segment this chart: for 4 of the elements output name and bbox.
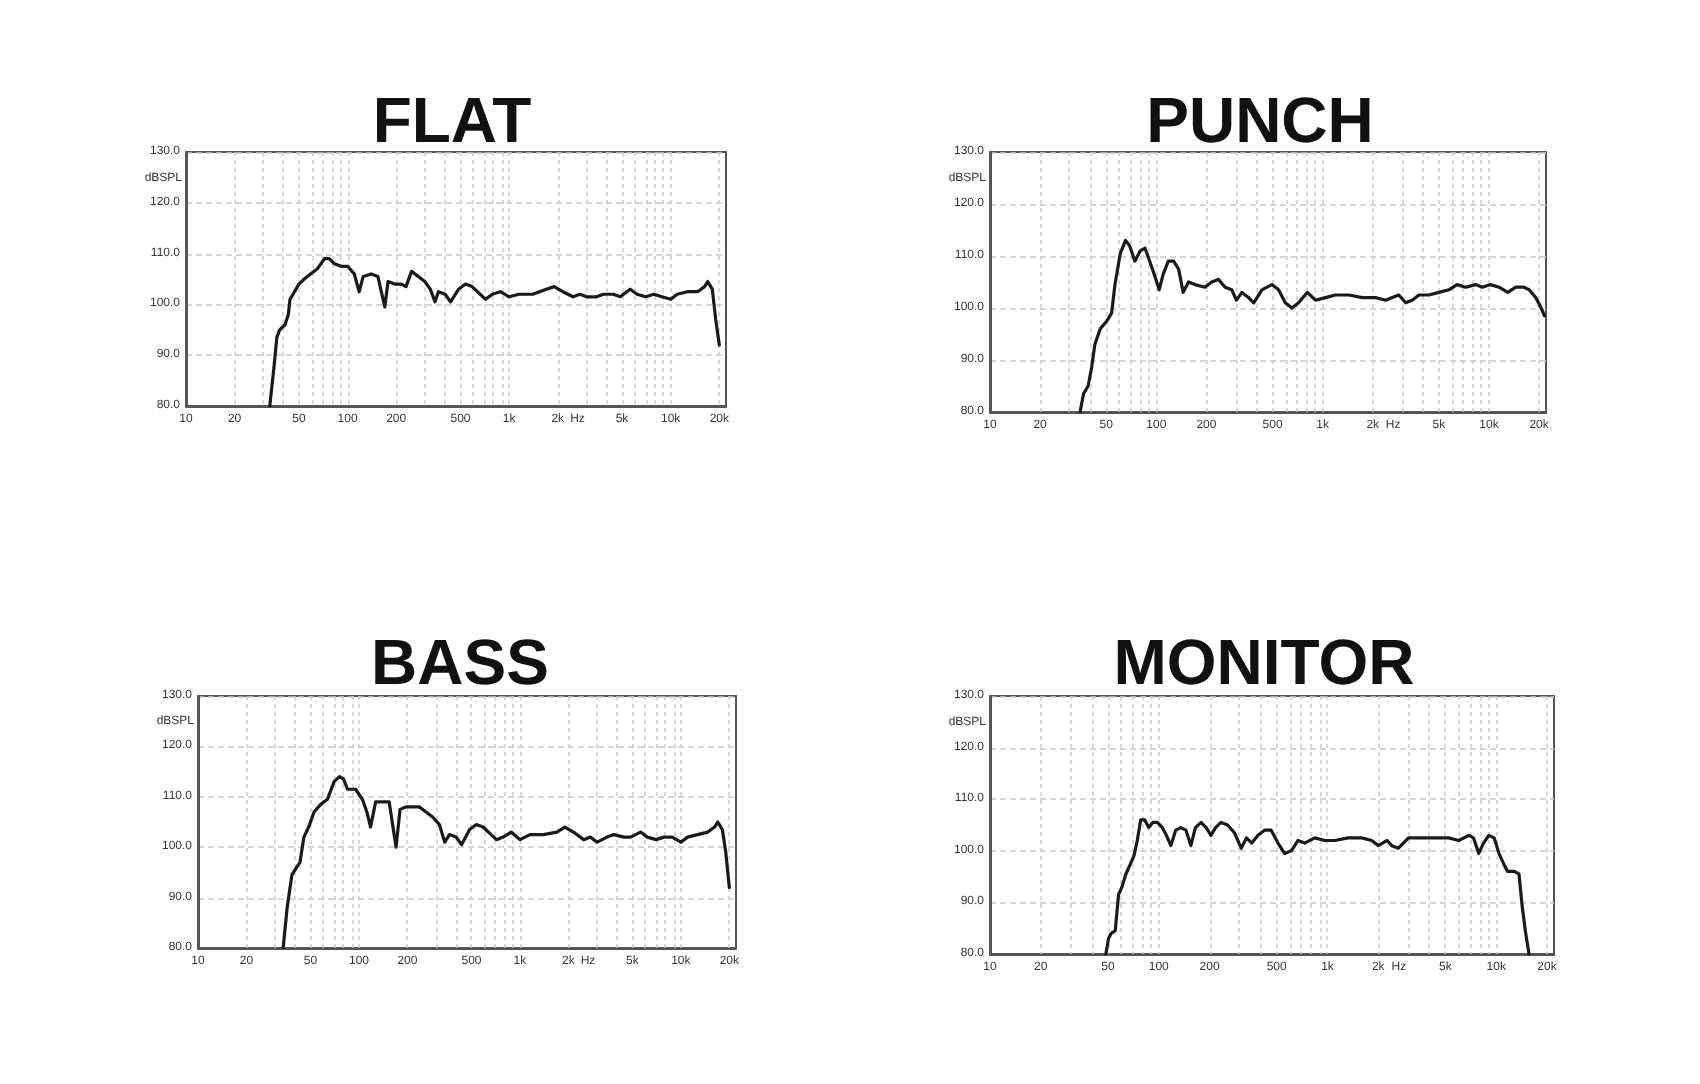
chart-title: BASS [371,626,549,698]
chart-title: PUNCH [1146,84,1374,156]
chart-title: FLAT [372,84,533,156]
chart-title: MONITOR [1113,626,1415,698]
